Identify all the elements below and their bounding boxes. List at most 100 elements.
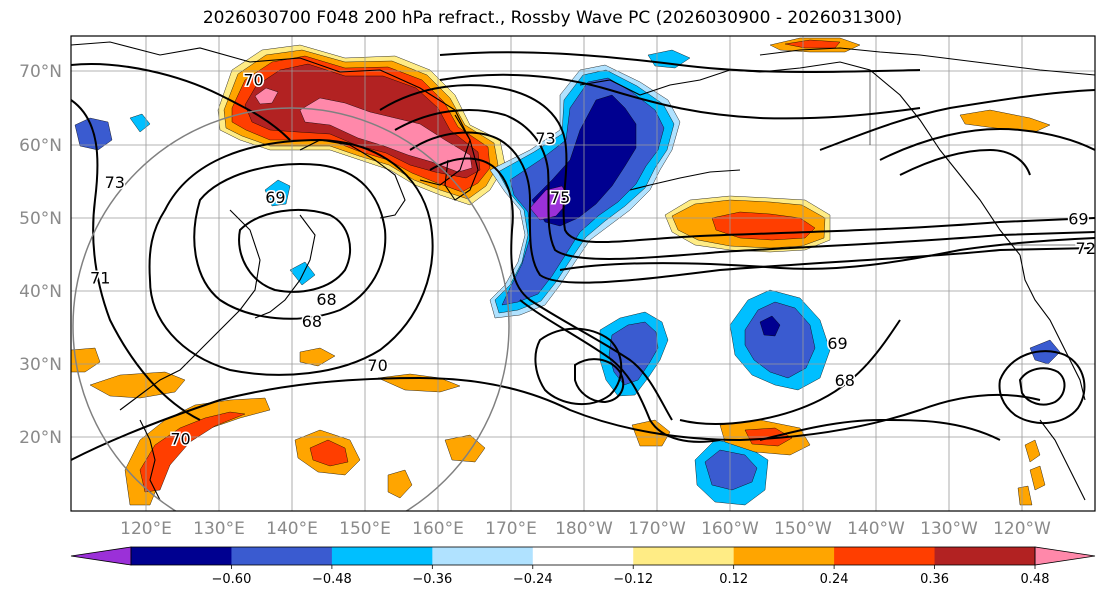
shade-wpac-orange-10 [299, 347, 336, 367]
coast-siberia [71, 41, 471, 186]
lat-label: 40°N [19, 282, 62, 302]
shade-blue-japan [264, 179, 291, 207]
colorbar-tick-label: 0.24 [820, 572, 849, 587]
contour-70-west [71, 63, 291, 141]
contour-70-se [759, 418, 1001, 441]
contour-69-east [879, 128, 1095, 161]
colorbar-segment [131, 547, 232, 565]
shade-wpac-orange-3 [71, 347, 101, 373]
contour-70-pacific [439, 73, 921, 120]
contour-label: 73 [535, 129, 555, 148]
contour-label: 68 [302, 312, 322, 331]
contour-70-loop [148, 138, 434, 376]
colorbar-tick-label: 0.48 [1021, 572, 1050, 587]
lat-label: 70°N [19, 62, 62, 82]
lon-label: 120°E [120, 519, 172, 539]
shade-arctic-red [784, 39, 841, 49]
shade-wpac-orange-11 [959, 109, 1051, 133]
shade-blue-west-2 [129, 113, 151, 133]
contour-70-east [819, 89, 1095, 151]
colorbar-tick-label: 0.12 [719, 572, 748, 587]
contour-70-south [71, 376, 1041, 461]
lon-label: 150°E [339, 519, 391, 539]
contour-label: 71 [90, 268, 110, 287]
contour-68-inner [238, 209, 351, 293]
contour-label: 68 [316, 290, 336, 309]
colorbar-extend-low [70, 546, 132, 566]
lon-label: 170°E [485, 519, 537, 539]
shade-wpac-red-2 [309, 439, 349, 467]
colorbar-segment [331, 547, 433, 565]
contour-jet-5 [519, 299, 721, 443]
colorbar-segment [633, 547, 735, 565]
colorbar-tick-label: 0.36 [920, 572, 949, 587]
contour-trough-69 [534, 327, 623, 406]
graticule [71, 36, 1095, 511]
map-title: 2026030700 F048 200 hPa refract., Rossby… [202, 8, 903, 28]
contour-68-sw-inner [1018, 367, 1066, 406]
lon-label: 130°W [920, 519, 978, 539]
contour-70-north [439, 51, 921, 74]
contour-69-sw-loop [998, 350, 1086, 425]
contour-jet-2 [394, 109, 1095, 260]
lat-label: 20°N [19, 428, 62, 448]
lon-axis: 120°E 130°E 140°E 150°E 160°E 170°E 180°… [120, 519, 1051, 539]
contour-74 [559, 237, 1095, 271]
coast-arctic [759, 47, 1095, 76]
coast-philippines [139, 419, 161, 501]
contour-label: 70 [367, 356, 387, 375]
map-frame [70, 35, 1096, 512]
contour-label: 75 [550, 188, 570, 207]
lon-label: 140°E [266, 519, 318, 539]
colorbar-tick-label: −0.36 [412, 572, 452, 587]
coast-kamchatka [444, 114, 479, 201]
colorbar-tick-label: −0.60 [212, 572, 252, 587]
contour-label: 70 [170, 429, 190, 448]
coast-nwus [1019, 254, 1086, 401]
lon-label: 170°W [628, 519, 686, 539]
lon-label: 160°W [701, 519, 759, 539]
shade-siberia-pink [299, 97, 473, 173]
colorbar-tick-label: −0.48 [312, 572, 352, 587]
contours [71, 51, 1095, 461]
lon-label: 140°W [847, 519, 905, 539]
contour-jet-1 [379, 84, 1095, 244]
shade-hawaii-blue [704, 449, 758, 491]
lon-label: 180°W [555, 519, 613, 539]
colorbar: −0.60 −0.48 −0.36 −0.24 −0.12 0.12 0.24 0.36 0.4… [70, 546, 1096, 587]
shade-wpac-orange-13 [1029, 465, 1046, 491]
shade-gulf-purple [529, 185, 571, 221]
shade-wpac-orange-14 [1017, 485, 1033, 506]
shade-siberia-pink-2 [254, 87, 279, 105]
contour-jet-4 [429, 157, 673, 421]
contour-label: 72 [1076, 239, 1096, 258]
contour-68-east [899, 148, 1031, 176]
coast-aleutians [629, 169, 741, 191]
lat-axis: 70°N 60°N 50°N 40°N 30°N 20°N [19, 62, 62, 448]
contour-label: 70 [243, 71, 263, 90]
lon-label: 130°E [193, 519, 245, 539]
contour-72-east [679, 319, 901, 425]
contour-69-loop [193, 163, 387, 320]
contour-labels: 7073697168687070737569686972707473706968… [89, 69, 1096, 450]
colorbar-segment [834, 547, 936, 565]
map-content: 7073697168687070737569686972707473706968… [71, 36, 1096, 511]
colorbar-extend-high [1034, 546, 1096, 566]
contour-label: 69 [265, 188, 285, 207]
colorbar-frame [130, 546, 1036, 566]
shade-east-navy [759, 315, 781, 337]
lat-label: 60°N [19, 136, 62, 156]
coast-mexico [1039, 419, 1086, 501]
lat-label: 50°N [19, 209, 62, 229]
coast-alaska [579, 61, 1021, 256]
contour-label: 69 [1068, 210, 1088, 229]
shade-wpac-red [139, 411, 246, 493]
contour-label: 69 [827, 334, 847, 353]
contour-trough-68 [574, 358, 625, 404]
colorbar-segment [934, 547, 1036, 565]
shade-blue-kurils [647, 49, 691, 69]
great-circle [72, 107, 510, 511]
colorbar-segment [532, 547, 634, 565]
coast-canada-border [869, 70, 1095, 246]
